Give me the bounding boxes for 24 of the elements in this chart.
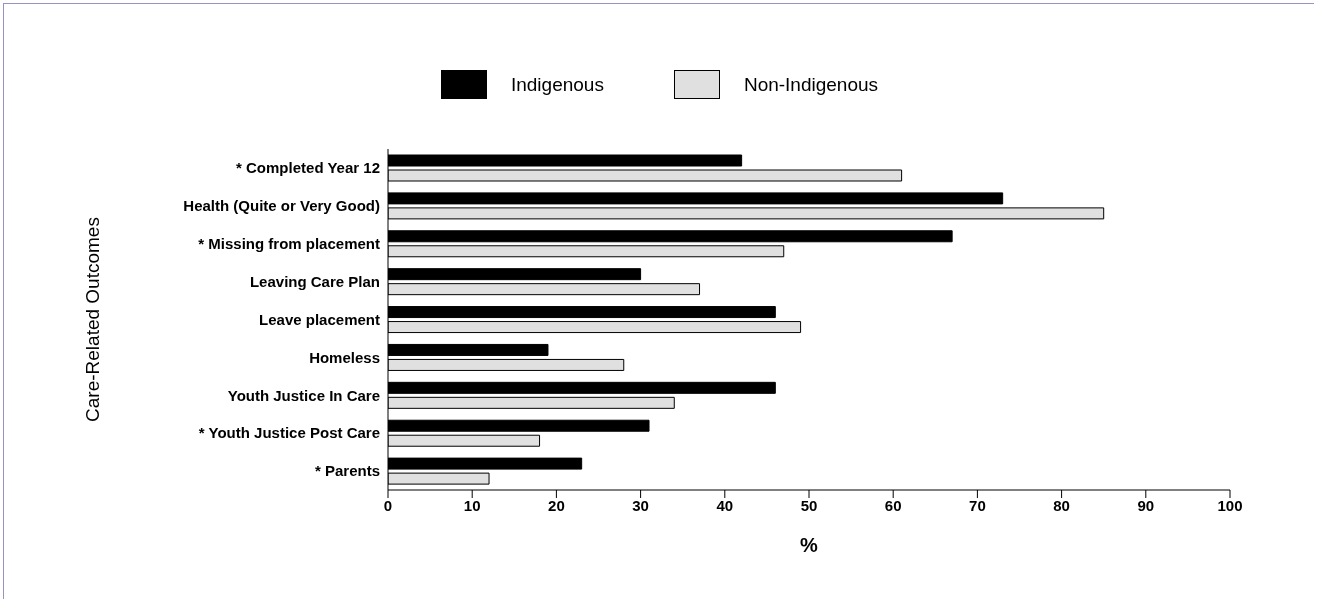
x-tick-label: 90 — [1137, 496, 1155, 514]
x-tick-label: 30 — [632, 496, 649, 514]
x-tick-label: 60 — [884, 496, 902, 514]
y-tick-label: Leaving Care Plan — [249, 272, 380, 290]
x-tick-label: 80 — [1053, 496, 1070, 514]
y-axis-title: Care-Related Outcomes — [81, 217, 103, 422]
x-tick-label: 50 — [800, 496, 818, 514]
y-tick-label: Homeless — [309, 348, 380, 366]
x-tick-label: 0 — [383, 496, 393, 514]
y-tick-label: Health (Quite or Very Good) — [183, 197, 380, 215]
y-tick-label: * Youth Justice Post Care — [198, 424, 380, 442]
y-tick-label: * Parents — [314, 462, 380, 480]
x-tick-label: 10 — [463, 496, 481, 514]
x-axis-title: % — [800, 534, 819, 556]
legend-label: Non-Indigenous — [743, 73, 879, 96]
y-tick-label: Leave placement — [259, 310, 380, 328]
x-tick-label: 70 — [969, 496, 986, 514]
y-tick-label: Youth Justice In Care — [227, 386, 380, 404]
x-tick-label: 100 — [1217, 496, 1243, 514]
legend-label: Indigenous — [510, 73, 604, 96]
y-tick-label: * Completed Year 12 — [236, 159, 380, 177]
x-tick-label: 20 — [548, 496, 565, 514]
x-tick-label: 40 — [716, 496, 734, 514]
y-tick-label: * Missing from placement — [198, 235, 380, 253]
